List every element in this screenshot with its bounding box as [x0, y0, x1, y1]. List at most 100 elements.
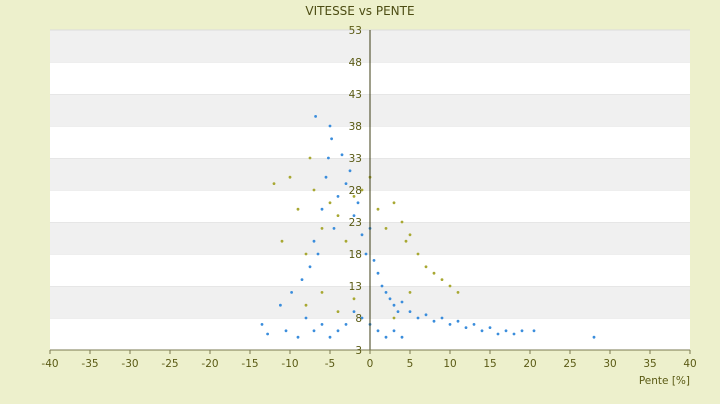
y-tick-label: 3: [355, 345, 362, 357]
x-tick-label: 5: [407, 358, 414, 370]
data-point-olive: [416, 252, 420, 256]
x-tick-label: -35: [81, 358, 98, 370]
data-point-olive: [308, 156, 312, 160]
data-point-blue: [312, 329, 316, 333]
data-point-blue: [296, 335, 300, 339]
data-point-olive: [448, 284, 452, 288]
data-point-blue: [360, 316, 364, 320]
data-point-olive: [328, 201, 332, 205]
data-point-blue: [320, 207, 324, 211]
data-point-blue: [316, 252, 320, 256]
data-point-blue: [327, 156, 330, 160]
data-point-blue: [279, 303, 282, 307]
data-point-blue: [372, 259, 376, 262]
data-point-blue: [352, 310, 356, 313]
y-tick-label: 13: [349, 281, 362, 293]
data-point-olive: [288, 175, 292, 179]
data-point-blue: [472, 323, 476, 326]
data-point-blue: [488, 326, 492, 329]
data-point-olive: [344, 239, 348, 243]
data-point-blue: [284, 329, 288, 333]
data-point-blue: [324, 175, 328, 179]
x-tick-label: -20: [201, 358, 218, 370]
data-point-blue: [266, 332, 269, 336]
data-point-olive: [336, 310, 340, 313]
data-point-blue: [392, 303, 396, 307]
data-point-blue: [376, 271, 380, 275]
x-axis-ticks: -40 -35 -30 -25 -20 -15 -10 -5 0 5 10 15 20 25 30 35 40: [41, 350, 697, 370]
data-point-olive: [296, 207, 300, 211]
data-point-blue: [400, 335, 404, 339]
data-point-blue: [332, 227, 336, 230]
data-point-blue: [400, 300, 404, 304]
x-tick-label: -10: [281, 358, 298, 370]
x-tick-label: 35: [643, 358, 656, 370]
x-axis-label: Pente [%]: [639, 375, 690, 387]
data-point-olive: [400, 220, 404, 224]
data-point-blue: [328, 124, 332, 128]
data-point-blue: [388, 297, 392, 301]
data-point-blue: [320, 323, 324, 326]
data-point-blue: [380, 284, 384, 288]
data-point-blue: [314, 115, 317, 118]
y-tick-label: 28: [349, 185, 362, 197]
data-point-blue: [520, 329, 524, 333]
data-point-blue: [312, 239, 316, 243]
x-tick-label: 40: [683, 358, 696, 370]
data-point-olive: [272, 182, 276, 186]
x-tick-label: 25: [563, 358, 576, 370]
data-point-blue: [330, 137, 333, 141]
data-point-blue: [416, 316, 420, 320]
data-point-olive: [320, 291, 324, 294]
x-tick-label: -5: [325, 358, 335, 370]
data-point-blue: [432, 319, 436, 323]
data-point-olive: [352, 195, 356, 198]
y-tick-label: 33: [349, 153, 362, 165]
data-point-blue: [356, 201, 360, 205]
data-point-blue: [440, 316, 444, 320]
data-point-blue: [392, 329, 396, 333]
data-point-blue: [592, 335, 596, 339]
data-point-blue: [408, 310, 412, 313]
data-point-olive: [456, 291, 460, 294]
x-tick-label: -15: [241, 358, 258, 370]
x-tick-label: 30: [603, 358, 616, 370]
x-tick-label: -40: [41, 358, 58, 370]
data-point-olive: [304, 252, 308, 256]
data-point-blue: [308, 265, 312, 269]
data-point-olive: [280, 239, 284, 243]
data-point-blue: [304, 316, 308, 320]
data-point-blue: [480, 329, 484, 333]
data-point-olive: [376, 207, 380, 211]
y-tick-label: 53: [349, 25, 362, 37]
data-point-olive: [392, 316, 396, 320]
data-point-blue: [300, 278, 304, 281]
data-point-blue: [336, 195, 340, 198]
y-tick-label: 23: [349, 217, 362, 229]
data-point-blue: [424, 313, 428, 317]
data-point-olive: [304, 303, 308, 307]
data-point-olive: [312, 188, 316, 192]
data-point-olive: [408, 291, 412, 294]
data-point-blue: [344, 182, 348, 186]
data-point-blue: [504, 329, 508, 333]
data-point-olive: [440, 278, 444, 281]
data-point-blue: [344, 323, 348, 326]
data-point-blue: [328, 335, 332, 339]
data-point-blue: [512, 332, 516, 336]
data-point-blue: [384, 291, 388, 294]
y-tick-label: 8: [355, 313, 362, 325]
data-point-blue: [448, 323, 452, 326]
data-point-blue: [348, 169, 352, 173]
data-point-blue: [376, 329, 380, 333]
data-point-olive: [404, 239, 408, 243]
x-tick-label: -25: [161, 358, 178, 370]
data-point-olive: [352, 297, 356, 301]
y-tick-label: 18: [349, 249, 362, 261]
data-point-blue: [340, 153, 344, 157]
data-point-blue: [396, 310, 400, 313]
x-tick-label: -30: [121, 358, 138, 370]
data-point-blue: [360, 233, 364, 237]
y-tick-label: 43: [349, 89, 362, 101]
